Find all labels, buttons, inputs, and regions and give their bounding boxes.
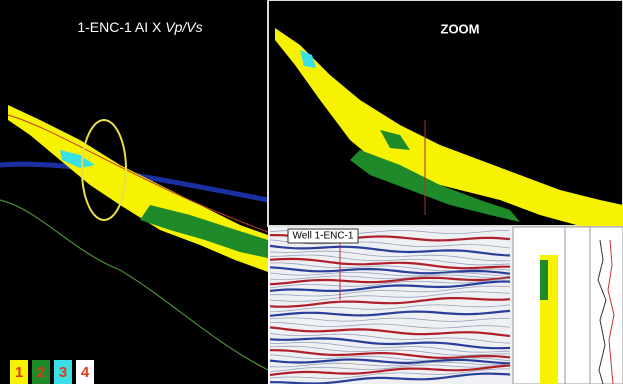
- title-italic: Vp/Vs: [165, 19, 202, 35]
- title-text: 1-ENC-1 AI X: [77, 19, 162, 35]
- log-panel: [513, 227, 623, 384]
- zoom-title: ZOOM: [441, 21, 480, 36]
- legend-label: 2: [37, 364, 45, 381]
- legend-label: 3: [59, 364, 67, 381]
- legend-label: 4: [81, 364, 90, 381]
- well-label: Well 1-ENC-1: [293, 231, 354, 242]
- log-lithology-green: [540, 260, 548, 300]
- figure: 1-ENC-1 AI X Vp/Vs ZOOM Well 1-ENC-1 123…: [0, 0, 623, 384]
- left-title: 1-ENC-1 AI X Vp/Vs: [77, 19, 202, 35]
- legend-label: 1: [15, 364, 23, 381]
